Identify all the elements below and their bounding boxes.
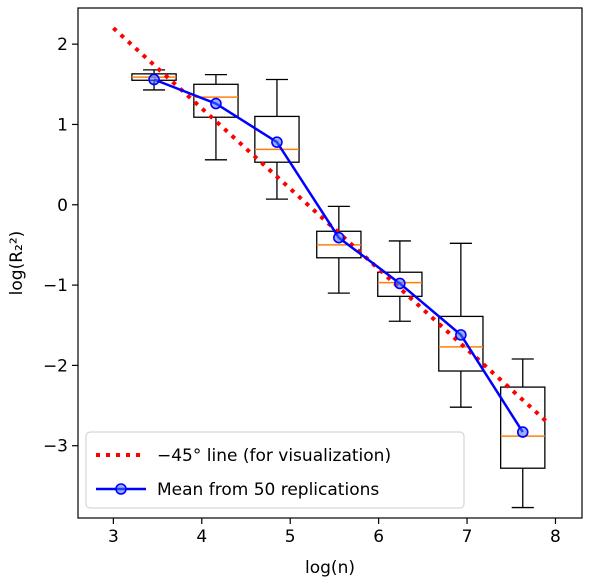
x-tick-label: 7	[462, 527, 473, 547]
mean-line	[153, 78, 524, 433]
x-tick-label: 3	[108, 527, 119, 547]
box-7	[500, 358, 546, 509]
x-axis-label: log(n)	[305, 558, 355, 578]
plot-frame	[77, 7, 583, 519]
legend: −45° line (for visualization) Mean from 5…	[85, 431, 465, 509]
box-3	[254, 78, 300, 200]
y-tick-label: 0	[57, 196, 68, 216]
x-axis-ticks: 3 4 5 6 7 8	[108, 518, 561, 547]
box-iqr	[193, 83, 239, 118]
y-tick-label: −3	[43, 437, 68, 457]
y-tick-label: −2	[43, 356, 68, 376]
y-tick-label: −1	[43, 276, 68, 296]
legend-label-mean: Mean from 50 replications	[157, 480, 379, 500]
x-tick-label: 5	[285, 527, 296, 547]
mean-point-3	[271, 136, 283, 148]
box-iqr	[377, 271, 423, 297]
box-iqr	[438, 315, 484, 372]
mean-point-7	[516, 426, 529, 438]
y-tick-label: 2	[57, 35, 68, 55]
legend-box	[85, 431, 465, 509]
legend-label-45-line: −45° line (for visualization)	[157, 446, 391, 466]
box-2	[193, 74, 239, 161]
mean-point-2	[210, 97, 222, 110]
y-axis-label: log(R₂²)	[7, 231, 27, 296]
mean-point-6	[455, 329, 467, 341]
mean-point-5	[394, 277, 406, 290]
x-tick-label: 4	[196, 527, 207, 547]
plot-content	[77, 7, 583, 519]
x-tick-label: 6	[373, 527, 384, 547]
y-axis-ticks: −3 −2 −1 0 1 2	[43, 35, 78, 457]
legend-swatch-mean-marker	[115, 483, 127, 495]
mean-point-1	[148, 73, 160, 86]
x-tick-label: 8	[550, 527, 561, 547]
mean-point-4	[333, 231, 345, 244]
box-6	[438, 242, 484, 408]
box-iqr	[500, 386, 546, 469]
box-iqr	[254, 115, 300, 163]
y-tick-label: 1	[57, 115, 68, 135]
